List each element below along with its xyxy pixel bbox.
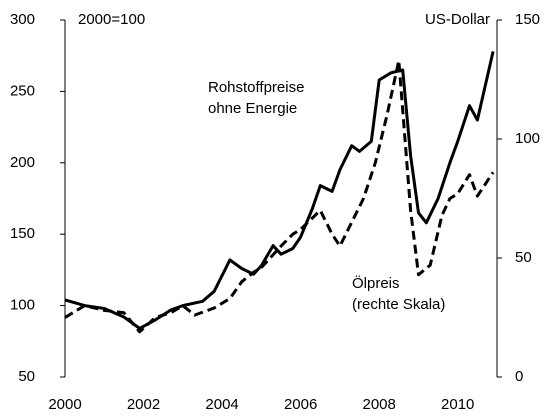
y2-tick-label: 50	[515, 249, 532, 266]
y-axis-label: 2000=100	[78, 11, 145, 28]
y-tick-label: 300	[10, 11, 35, 28]
y2-tick-label: 100	[515, 130, 540, 147]
x-tick-label: 2004	[205, 396, 238, 413]
x-tick-label: 2002	[127, 396, 160, 413]
annotation: (rechte Skala)	[352, 296, 445, 313]
y-tick-label: 250	[10, 82, 35, 99]
x-tick-label: 2006	[284, 396, 317, 413]
annotation: Rohstoffpreise	[208, 79, 304, 96]
annotation: Ölpreis	[352, 274, 400, 292]
y-tick-label: 150	[10, 225, 35, 242]
y2-tick-label: 150	[515, 11, 540, 28]
line	[64, 51, 495, 330]
annotation: ohne Energie	[208, 100, 297, 117]
x-tick-label: 2000	[48, 396, 81, 413]
x-tick-label: 2008	[362, 396, 395, 413]
y-tick-label: 100	[10, 297, 35, 314]
y-tick-label: 200	[10, 154, 35, 171]
y2-tick-label: 0	[515, 368, 523, 385]
y2-axis-label: US-Dollar	[425, 11, 490, 28]
line	[64, 59, 495, 334]
x-tick-label: 2010	[441, 396, 474, 413]
y-tick-label: 50	[18, 368, 35, 385]
